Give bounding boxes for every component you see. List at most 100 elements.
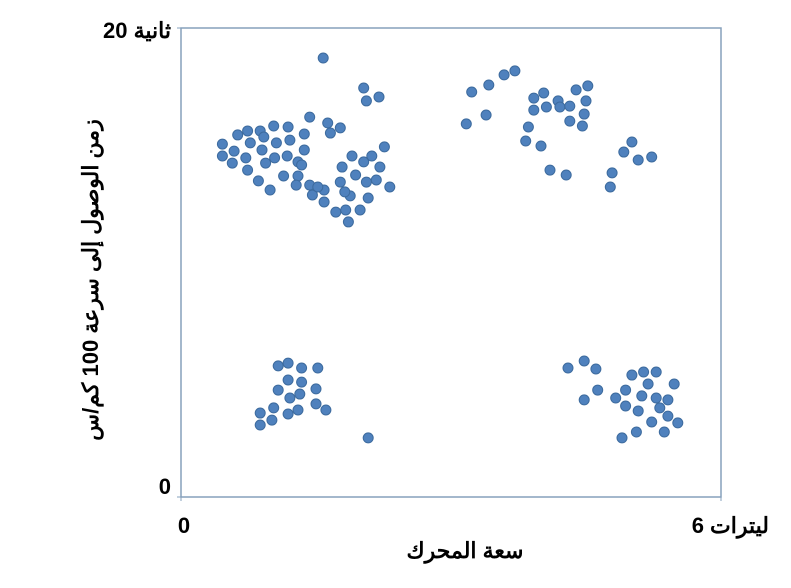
data-point [373, 91, 385, 103]
data-point [346, 150, 358, 162]
data-point [240, 152, 252, 164]
data-point [632, 154, 644, 166]
data-point [282, 121, 294, 133]
data-point [339, 186, 351, 198]
data-point [232, 129, 244, 141]
data-point [618, 146, 630, 158]
data-point [366, 150, 378, 162]
data-point [582, 80, 594, 92]
data-point [266, 414, 278, 426]
data-point [317, 52, 329, 64]
data-point [242, 164, 254, 176]
data-point [362, 192, 374, 204]
data-point [310, 383, 322, 395]
data-point [509, 65, 521, 77]
data-point [522, 121, 534, 133]
data-point [340, 204, 352, 216]
data-point [354, 204, 366, 216]
data-point [306, 189, 318, 201]
data-point [304, 111, 316, 123]
data-point [254, 407, 266, 419]
data-point [544, 164, 556, 176]
y-tick-label: 0 [159, 474, 171, 499]
data-point [564, 100, 576, 112]
data-point [662, 394, 674, 406]
data-point [592, 384, 604, 396]
data-point [342, 216, 354, 228]
data-point [284, 134, 296, 146]
data-point [312, 181, 324, 193]
data-point [320, 404, 332, 416]
data-point [626, 369, 638, 381]
data-point [358, 82, 370, 94]
data-point [636, 390, 648, 402]
data-point [292, 404, 304, 416]
data-point [242, 125, 254, 137]
x-tick-label: 0 [178, 513, 190, 538]
data-point [272, 384, 284, 396]
data-point [466, 86, 478, 98]
data-point [662, 410, 674, 422]
data-point [483, 79, 495, 91]
data-point [480, 109, 492, 121]
data-point [370, 174, 382, 186]
data-point [294, 388, 306, 400]
data-point [284, 392, 296, 404]
data-point [270, 137, 282, 149]
data-point [334, 176, 346, 188]
data-point [252, 175, 264, 187]
data-point [560, 169, 572, 181]
data-point [228, 145, 240, 157]
data-point [498, 69, 510, 81]
data-point [281, 150, 293, 162]
data-point [564, 115, 576, 127]
data-point [632, 405, 644, 417]
data-point [310, 398, 322, 410]
data-point [264, 184, 276, 196]
data-point [378, 141, 390, 153]
data-point [540, 101, 552, 113]
data-point [554, 101, 566, 113]
data-point [604, 181, 616, 193]
data-point [296, 159, 308, 171]
data-point [590, 363, 602, 375]
data-point [334, 122, 346, 134]
data-point [638, 366, 650, 378]
data-point [324, 127, 336, 139]
data-point [254, 419, 266, 431]
data-point [290, 179, 302, 191]
data-point [268, 402, 280, 414]
data-point [318, 196, 330, 208]
data-point [336, 161, 348, 173]
y-axis-title: زمن الوصول إلى سرعة 100 كم/س [78, 119, 105, 440]
data-point [650, 392, 662, 404]
data-point [350, 169, 362, 181]
data-point [580, 95, 592, 107]
data-point [296, 376, 308, 388]
data-point [260, 157, 272, 169]
x-axis-title: سعة المحرك [407, 538, 524, 564]
data-point [578, 394, 590, 406]
data-point [360, 176, 372, 188]
data-point [654, 402, 666, 414]
data-point [269, 152, 281, 164]
data-point [360, 95, 372, 107]
data-point [630, 426, 642, 438]
data-point [576, 120, 588, 132]
data-point [646, 416, 658, 428]
data-point [646, 151, 658, 163]
data-point [256, 144, 268, 156]
data-point [620, 384, 632, 396]
data-point [258, 131, 270, 143]
data-point [606, 167, 618, 179]
data-point [528, 92, 540, 104]
data-point [672, 417, 684, 429]
data-point [658, 426, 670, 438]
data-point [642, 378, 654, 390]
data-point [216, 150, 228, 162]
data-point [226, 157, 238, 169]
data-point [322, 117, 334, 129]
data-point [282, 357, 294, 369]
data-point [538, 87, 550, 99]
